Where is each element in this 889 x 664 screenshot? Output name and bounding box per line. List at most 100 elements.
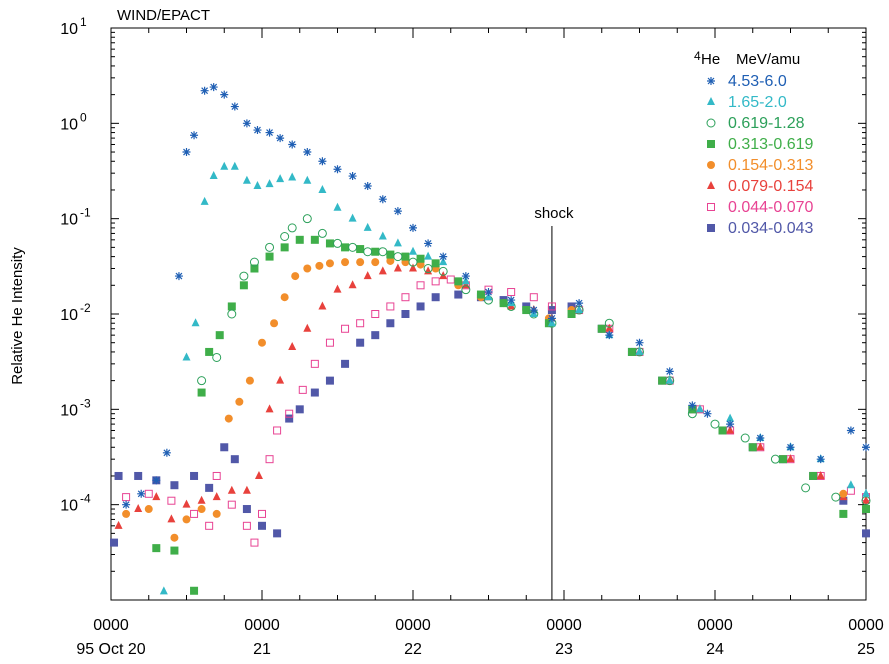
data-point — [386, 302, 395, 311]
data-point — [416, 302, 425, 311]
data-point — [253, 181, 262, 190]
data-point — [288, 140, 297, 149]
data-point — [280, 293, 289, 302]
data-point — [567, 310, 576, 318]
data-point — [839, 489, 848, 498]
data-point — [333, 238, 342, 248]
data-point — [507, 296, 516, 305]
data-point — [424, 266, 433, 275]
data-point — [258, 338, 266, 347]
data-point — [137, 489, 146, 498]
data-point — [191, 318, 200, 327]
y-tick-label-exponent: -2 — [80, 301, 91, 315]
data-point — [846, 486, 855, 495]
data-point — [303, 148, 312, 157]
data-point — [242, 505, 251, 514]
data-point — [318, 184, 327, 193]
x-tick-label-date: 95 Oct 20 — [76, 641, 145, 658]
data-point — [170, 546, 179, 555]
data-point — [575, 299, 584, 308]
data-point — [174, 272, 183, 281]
data-point — [239, 281, 248, 290]
data-point — [348, 280, 357, 289]
data-point — [409, 263, 417, 272]
data-point — [273, 426, 282, 435]
data-point — [227, 500, 236, 509]
data-point — [393, 238, 402, 247]
data-point — [287, 223, 297, 233]
data-point — [190, 586, 199, 595]
data-point — [423, 264, 433, 274]
data-point — [431, 293, 440, 302]
data-point — [688, 401, 697, 410]
data-point — [209, 83, 218, 92]
data-point — [341, 359, 350, 368]
data-point — [605, 331, 614, 340]
data-point — [522, 306, 531, 315]
x-tick-label-date: 25 — [857, 641, 875, 658]
data-point — [348, 172, 357, 181]
x-tick-label-time: 0000 — [244, 617, 280, 634]
legend-title-superscript: 4 — [694, 49, 701, 63]
legend-label: 0.044-0.070 — [728, 199, 814, 216]
data-point — [356, 319, 365, 328]
x-tick-label-time: 0000 — [546, 617, 582, 634]
data-point — [239, 271, 249, 281]
data-point — [424, 251, 433, 260]
legend-title-unit: MeV/amu — [736, 51, 800, 68]
data-point — [846, 480, 855, 489]
x-tick-label-date: 24 — [706, 641, 724, 658]
data-point — [839, 509, 848, 518]
data-point — [461, 276, 470, 285]
data-point — [182, 515, 191, 524]
data-point — [303, 323, 312, 332]
data-point — [273, 529, 282, 538]
data-point — [317, 228, 327, 238]
data-point — [687, 409, 697, 419]
data-point — [325, 239, 334, 248]
data-point — [726, 420, 735, 429]
data-point — [197, 388, 206, 397]
data-point — [288, 342, 297, 351]
data-point — [786, 443, 795, 452]
data-point — [748, 443, 757, 452]
data-point — [205, 347, 214, 356]
data-point — [507, 288, 516, 297]
data-point — [424, 239, 433, 248]
data-point — [170, 481, 179, 490]
data-point — [862, 529, 870, 538]
data-point — [333, 284, 342, 293]
data-point — [200, 196, 209, 205]
data-point — [363, 247, 373, 257]
data-point — [348, 242, 358, 252]
data-point — [356, 338, 365, 347]
data-point — [212, 509, 221, 518]
legend-label: 0.313-0.619 — [728, 136, 814, 153]
data-point — [416, 281, 425, 290]
data-point — [315, 261, 324, 270]
data-point — [197, 505, 206, 514]
data-point — [254, 470, 263, 479]
data-points — [110, 83, 871, 595]
data-point — [242, 119, 251, 128]
legend: 4 He MeV/amu 4.53-6.0 1.65-2.0 0.619-1.28 0… — [694, 49, 814, 237]
legend-marker — [707, 203, 715, 211]
data-point — [665, 367, 674, 376]
data-point — [401, 293, 410, 302]
data-point — [635, 338, 644, 347]
data-point — [276, 375, 285, 384]
data-point — [431, 259, 440, 268]
data-point — [386, 319, 395, 328]
data-point — [220, 443, 229, 452]
data-point — [197, 376, 207, 386]
data-point — [816, 470, 825, 479]
data-point — [597, 324, 606, 333]
data-point — [291, 272, 300, 281]
data-point — [227, 302, 236, 311]
y-tick-label-base: 10 — [60, 402, 78, 419]
data-point — [144, 489, 153, 498]
data-point — [265, 404, 274, 413]
data-point — [162, 448, 171, 457]
data-point — [341, 243, 350, 252]
data-point — [363, 222, 372, 231]
